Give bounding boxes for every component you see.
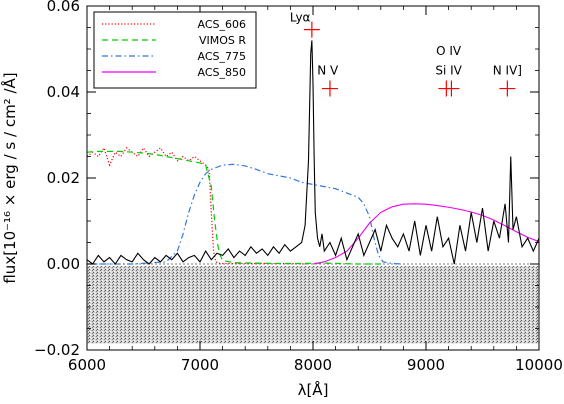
y-axis-label: flux[10⁻¹⁶ × erg / s / cm² /Å] <box>0 72 19 283</box>
y-tick-label: 0.04 <box>47 83 80 101</box>
line-label: Si IV <box>435 64 462 78</box>
legend-label: ACS_775 <box>198 50 247 63</box>
emission-line-marker <box>443 80 460 97</box>
x-tick-label: 8000 <box>294 356 332 374</box>
series-acs-606 <box>87 146 308 265</box>
line-label: N V <box>317 64 339 78</box>
emission-line-marker <box>303 21 320 38</box>
y-tick-label: 0.00 <box>47 255 80 273</box>
series-vimos-r <box>87 150 381 265</box>
line-labels: Lyα N V O IV Si IV N IV] <box>290 11 522 78</box>
legend-label: VIMOS R <box>199 34 246 47</box>
line-label: O IV <box>436 44 462 58</box>
legend-box <box>93 11 257 89</box>
legend-label: ACS_606 <box>198 18 247 31</box>
x-axis-label: λ[Å] <box>298 380 329 399</box>
y-tick-label: 0.06 <box>47 0 80 15</box>
legend: ACS_606 VIMOS R ACS_775 ACS_850 <box>93 11 257 89</box>
line-label: N IV] <box>493 64 522 78</box>
2d-spectrum-image <box>87 266 539 344</box>
y-tick-label: 0.02 <box>47 169 80 187</box>
legend-label: ACS_850 <box>198 66 247 79</box>
line-label: Lyα <box>290 11 311 25</box>
series-acs-850 <box>312 203 539 265</box>
x-tick-label: 9000 <box>407 356 445 374</box>
line-markers <box>303 21 516 97</box>
x-tick-label: 6000 <box>68 356 106 374</box>
emission-line-marker <box>321 80 338 97</box>
emission-line-marker <box>499 80 516 97</box>
x-tick-label: 10000 <box>515 356 563 374</box>
series-spectrum <box>87 40 539 265</box>
series-layer <box>87 40 539 265</box>
x-tick-label: 7000 <box>181 356 219 374</box>
series-acs-775 <box>87 163 404 265</box>
y-tick-label: −0.02 <box>34 341 80 359</box>
2d-spectrum-panel <box>87 266 539 344</box>
